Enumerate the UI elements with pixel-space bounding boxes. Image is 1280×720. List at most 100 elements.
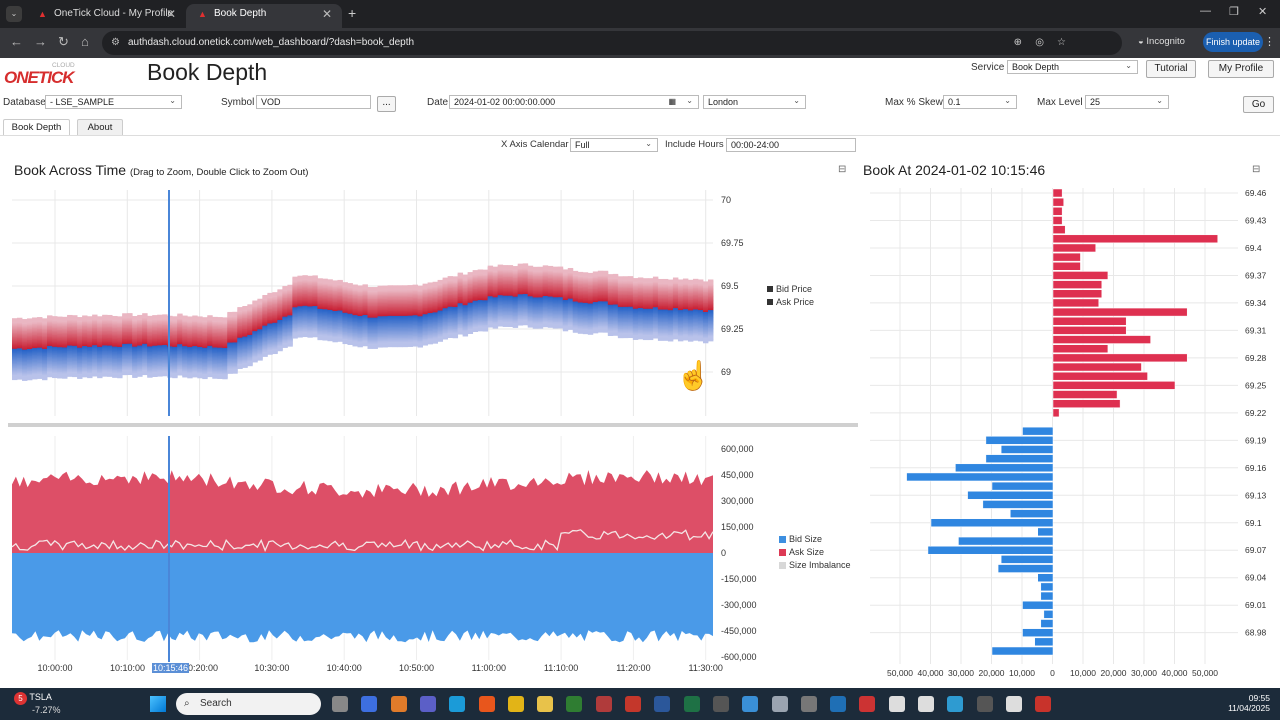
ask-depth-cell <box>512 275 519 279</box>
bid-depth-cell <box>212 366 218 370</box>
bid-depth-cell <box>77 349 83 352</box>
bid-depth-cell <box>492 326 499 329</box>
ask-depth-cell <box>122 340 128 344</box>
bid-depth-cell <box>97 368 103 372</box>
date-input[interactable]: 2024-01-02 00:00:00.000 ▦ ⌄ <box>449 95 699 109</box>
bid-depth-cell <box>17 367 23 370</box>
max-level-select[interactable]: 25 ⌄ <box>1085 95 1169 109</box>
bid-depth-cell <box>322 310 328 314</box>
bid-depth-cell <box>372 330 378 333</box>
ask-depth-cell <box>142 324 148 327</box>
bid-depth-cell <box>247 339 253 342</box>
bid-depth-cell <box>387 328 393 331</box>
symbol-input[interactable]: VOD <box>256 95 371 109</box>
incognito-badge[interactable]: ◒ Incognito <box>1138 36 1185 47</box>
bid-depth-cell <box>512 315 519 319</box>
bid-depth-cell <box>52 349 58 352</box>
bid-depth-cell <box>547 308 554 312</box>
bid-depth-cell <box>332 331 338 335</box>
home-icon[interactable]: ⌂ <box>81 34 89 49</box>
bid-depth-cell <box>472 322 479 326</box>
bid-depth-cell <box>292 314 298 317</box>
close-window-icon[interactable]: ✕ <box>1258 6 1268 18</box>
ask-depth-cell <box>102 331 108 334</box>
bid-depth-cell <box>187 352 193 355</box>
bid-depth-cell <box>562 326 569 329</box>
ask-depth-cell <box>57 326 63 329</box>
calendar-icon[interactable]: ▦ <box>668 97 676 106</box>
eye-off-icon[interactable]: ◎ <box>1035 37 1044 48</box>
ask-depth-cell <box>482 277 489 281</box>
symbol-browse-button[interactable]: ... <box>377 96 396 112</box>
bid-depth-cell <box>307 335 313 338</box>
tab-about[interactable]: About <box>77 119 123 136</box>
ask-depth-cell <box>172 338 178 341</box>
bid-depth-cell <box>77 366 83 370</box>
bid-depth-cell <box>357 339 363 342</box>
tutorial-button[interactable]: Tutorial <box>1146 60 1196 78</box>
ask-depth-cell <box>417 309 423 312</box>
expand-chart-icon[interactable]: ⊟ <box>838 164 847 175</box>
ask-depth-cell <box>337 307 343 310</box>
xaxis-calendar-select[interactable]: Full ⌄ <box>570 138 658 152</box>
bid-depth-cell <box>327 316 333 320</box>
ask-depth-cell <box>117 330 123 333</box>
service-select[interactable]: Book Depth ⌄ <box>1007 60 1138 74</box>
go-button[interactable]: Go <box>1243 96 1274 113</box>
ask-depth-cell <box>102 318 108 322</box>
ask-depth-cell <box>542 284 549 287</box>
bookmark-star-icon[interactable]: ☆ <box>1057 37 1066 48</box>
ask-depth-cell <box>562 290 569 293</box>
my-profile-button[interactable]: My Profile <box>1208 60 1274 78</box>
bid-depth-cell <box>392 340 398 344</box>
ask-depth-cell <box>287 308 293 311</box>
tab-search-icon[interactable]: ⌄ <box>6 6 22 22</box>
bid-depth-cell <box>447 332 454 336</box>
ask-depth-cell <box>67 328 73 332</box>
ask-depth-cell <box>142 315 148 319</box>
timezone-select[interactable]: London ⌄ <box>703 95 806 109</box>
ask-depth-cell <box>372 309 378 312</box>
bid-depth-cell <box>482 329 489 332</box>
forward-icon[interactable]: → <box>34 34 47 49</box>
browser-menu-icon[interactable]: ⋮ <box>1264 36 1275 48</box>
bid-depth-cell <box>522 296 529 300</box>
reload-icon[interactable]: ↻ <box>58 34 69 49</box>
back-icon[interactable]: ← <box>10 34 23 49</box>
ask-depth-cell <box>432 305 439 308</box>
close-tab-icon[interactable]: ✕ <box>165 7 176 21</box>
bid-depth-cell <box>417 328 423 332</box>
tab-book-depth-view[interactable]: Book Depth <box>3 119 70 136</box>
bid-depth-cell <box>267 342 273 346</box>
ask-depth-cell <box>562 291 569 294</box>
close-tab-icon[interactable]: ✕ <box>321 7 332 21</box>
ask-depth-cell <box>422 307 428 310</box>
database-select[interactable]: - LSE_SAMPLE ⌄ <box>45 95 182 109</box>
bid-depth-cell <box>507 320 514 323</box>
bid-depth-cell <box>22 366 28 369</box>
ask-depth-cell <box>527 273 534 277</box>
bid-depth-cell <box>457 319 464 323</box>
minimize-icon[interactable]: — <box>1200 5 1211 17</box>
max-skew-select[interactable]: 0.1 ⌄ <box>943 95 1017 109</box>
ask-depth-cell <box>232 331 238 334</box>
zoom-icon[interactable]: ⊕ <box>1013 37 1022 48</box>
bid-depth-cell <box>282 344 288 347</box>
ask-depth-cell <box>362 311 368 315</box>
bid-depth-cell <box>282 322 288 325</box>
site-info-icon[interactable]: ⚙ <box>111 37 120 48</box>
bid-depth-cell <box>247 341 253 345</box>
ask-depth-cell <box>282 312 288 315</box>
bid-depth-cell <box>522 302 529 305</box>
ask-depth-cell <box>307 285 313 288</box>
finish-update-button[interactable]: Finish update <box>1203 32 1263 52</box>
bid-depth-cell <box>382 335 388 338</box>
tab-book-depth[interactable]: ▲ Book Depth ✕ <box>186 4 342 28</box>
url-field[interactable]: ⚙ authdash.cloud.onetick.com/web_dashboa… <box>102 31 1122 55</box>
new-tab-icon[interactable]: + <box>348 5 357 21</box>
include-hours-input[interactable]: 00:00-24:00 <box>726 138 856 152</box>
tab-my-profile[interactable]: ▲ OneTick Cloud - My Profile ✕ <box>26 4 186 28</box>
ask-depth-cell <box>502 265 509 268</box>
restore-icon[interactable]: ❐ <box>1229 6 1239 18</box>
